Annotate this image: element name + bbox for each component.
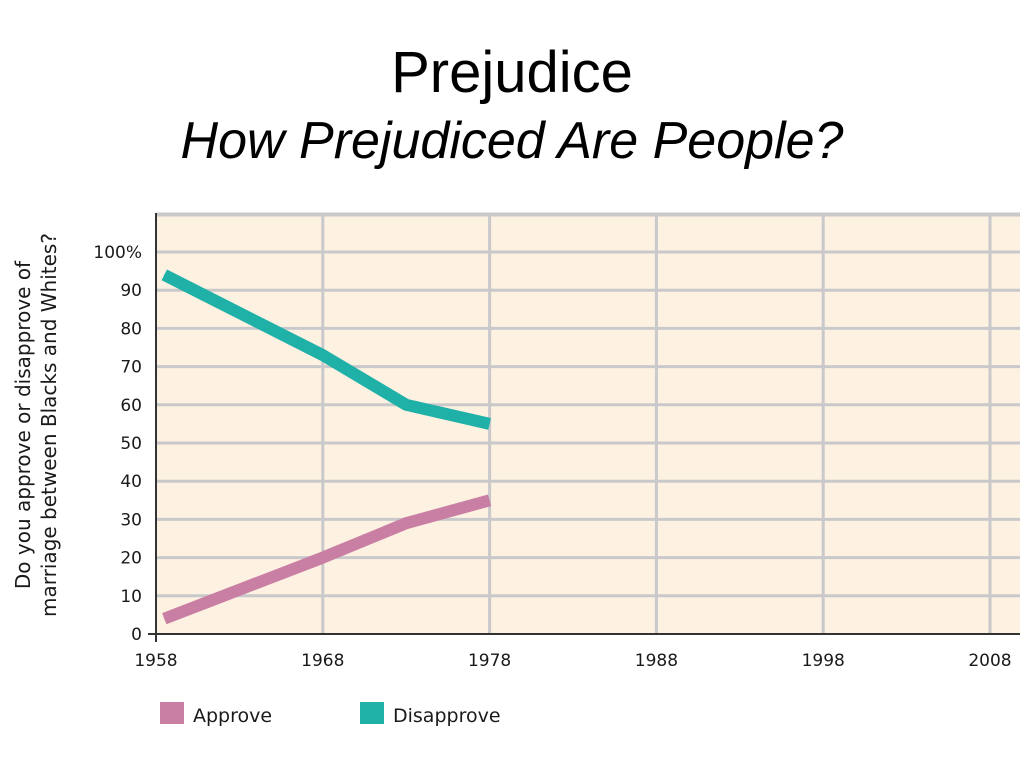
series-line-disapprove [161,269,491,430]
data-point-disapprove [163,274,165,276]
y-tick-label: 0 [131,625,142,645]
y-tick-label: 60 [120,396,142,416]
series-line-approve [162,494,492,625]
y-axis-label: marriage between Blacks and Whites? [37,233,61,617]
x-tick-label: 1998 [802,651,845,671]
y-tick-label: 70 [120,358,142,378]
y-axis-label: Do you approve or disapprove of [11,260,35,589]
data-point-disapprove [322,354,324,356]
y-tick-label: 100% [93,243,142,263]
data-point-disapprove [405,404,407,406]
legend-swatch-disapprove [360,702,384,724]
x-tick-label: 1978 [468,651,511,671]
data-point-disapprove [489,423,491,425]
y-tick-label: 90 [120,281,142,301]
x-tick-label: 1988 [635,651,678,671]
legend-label-approve: Approve [193,705,272,727]
x-tick-label: 2008 [968,651,1011,671]
slide-title: Prejudice [391,40,633,105]
x-tick-label: 1958 [134,651,177,671]
y-tick-label: 20 [120,549,142,569]
y-tick-label: 50 [120,434,142,454]
data-point-approve [489,499,491,501]
legend-label-disapprove: Disapprove [393,705,501,727]
slide-subtitle: How Prejudiced Are People? [180,112,844,170]
data-point-approve [405,522,407,524]
y-tick-label: 30 [120,510,142,530]
legend-swatch-approve [160,702,184,724]
data-point-approve [163,618,165,620]
data-point-approve [322,557,324,559]
x-tick-label: 1968 [301,651,344,671]
y-tick-label: 10 [120,587,142,607]
y-tick-label: 40 [120,472,142,492]
y-tick-label: 80 [120,319,142,339]
